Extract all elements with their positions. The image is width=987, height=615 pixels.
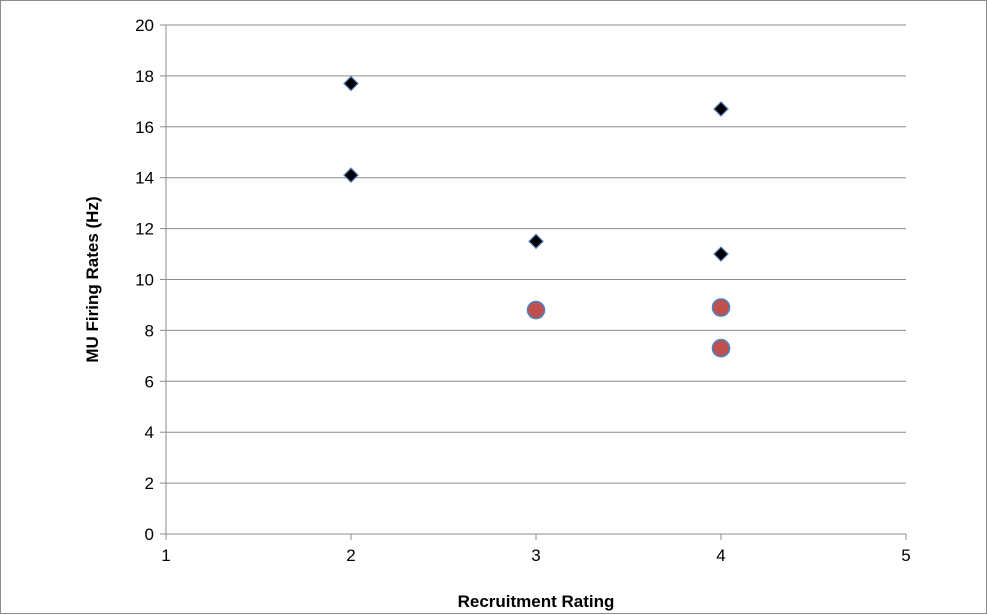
x-tick-label: 1: [161, 546, 170, 565]
y-tick-label: 8: [145, 321, 154, 340]
x-tick-label: 5: [901, 546, 910, 565]
y-tick-label: 14: [135, 169, 154, 188]
y-tick-label: 0: [145, 525, 154, 544]
diamond-point: [343, 167, 359, 184]
data-points: [343, 75, 731, 358]
y-tick-label: 20: [135, 16, 154, 35]
y-tick-label: 10: [135, 271, 154, 290]
diamond-point: [343, 75, 359, 92]
y-axis-title: MU Firing Rates (Hz): [83, 196, 102, 362]
x-tick-label: 2: [346, 546, 355, 565]
y-tick-label: 12: [135, 220, 154, 239]
x-axis-title: Recruitment Rating: [458, 592, 615, 611]
x-tick-label: 4: [716, 546, 725, 565]
circle-point: [526, 300, 546, 320]
gridlines: [166, 24, 906, 484]
axes: [160, 24, 907, 540]
y-tick-label: 18: [135, 67, 154, 86]
y-tick-label: 2: [145, 474, 154, 493]
diamond-point: [528, 233, 544, 250]
circle-point: [711, 298, 731, 317]
y-tick-label: 4: [145, 423, 154, 442]
diamond-point: [713, 246, 729, 262]
circle-point: [711, 338, 731, 358]
x-tick-label: 3: [531, 546, 540, 565]
diamond-point: [713, 101, 729, 117]
y-tick-label: 16: [135, 118, 154, 137]
y-tick-label: 6: [145, 372, 154, 391]
